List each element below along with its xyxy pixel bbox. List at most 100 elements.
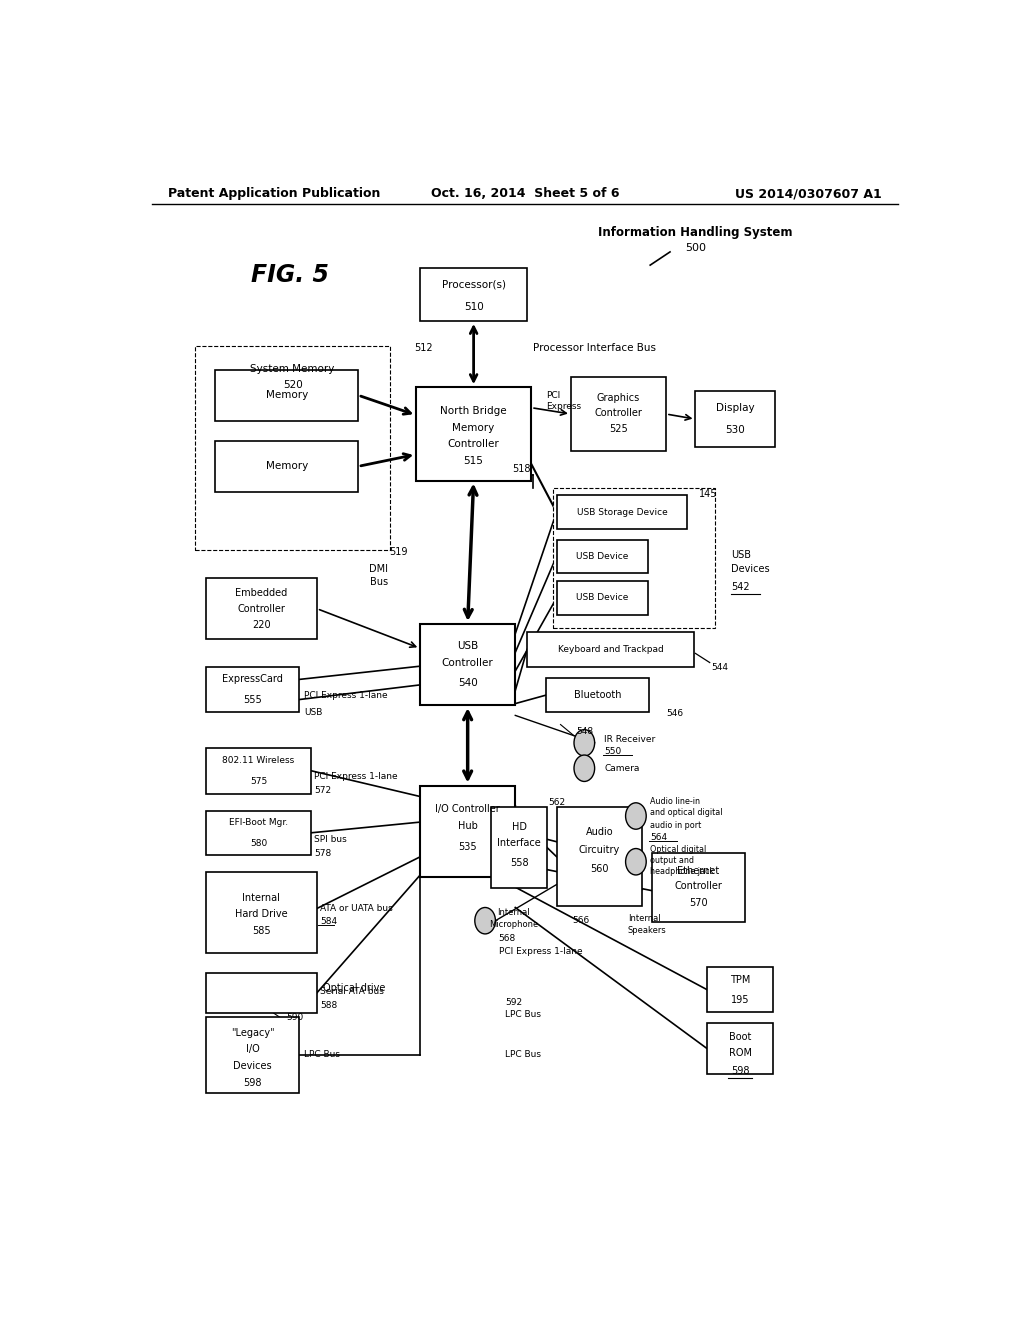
Text: 525: 525 [609, 424, 628, 434]
Text: PCI Express 1-lane: PCI Express 1-lane [314, 772, 398, 781]
Text: USB Storage Device: USB Storage Device [577, 508, 668, 516]
FancyBboxPatch shape [206, 667, 299, 713]
Text: 570: 570 [689, 899, 708, 908]
FancyBboxPatch shape [695, 391, 775, 447]
Text: SPI bus: SPI bus [314, 834, 347, 843]
Circle shape [626, 849, 646, 875]
Text: I/O: I/O [246, 1044, 259, 1055]
Text: 568: 568 [499, 935, 516, 944]
FancyBboxPatch shape [206, 748, 311, 793]
FancyBboxPatch shape [553, 487, 715, 628]
Text: Display: Display [716, 403, 755, 413]
Text: USB: USB [731, 550, 752, 560]
Text: ExpressCard: ExpressCard [222, 675, 283, 684]
Text: Memory: Memory [265, 391, 308, 400]
FancyBboxPatch shape [206, 973, 316, 1014]
Text: Camera: Camera [604, 764, 640, 772]
Text: output and: output and [650, 857, 694, 865]
Text: Controller: Controller [675, 882, 723, 891]
Text: 515: 515 [464, 457, 483, 466]
Text: 548: 548 [577, 727, 594, 737]
Text: PCI Express 1-lane: PCI Express 1-lane [499, 946, 583, 956]
FancyBboxPatch shape [570, 378, 666, 451]
Text: 562: 562 [549, 799, 565, 808]
Text: LPC Bus: LPC Bus [304, 1051, 340, 1060]
Text: FIG. 5: FIG. 5 [251, 263, 329, 288]
Text: Information Handling System: Information Handling System [598, 226, 793, 239]
Text: Audio line-in: Audio line-in [650, 797, 700, 807]
Text: EFI-Boot Mgr.: EFI-Boot Mgr. [229, 818, 288, 828]
Text: 520: 520 [283, 380, 302, 389]
Text: 585: 585 [252, 925, 270, 936]
Text: Oct. 16, 2014  Sheet 5 of 6: Oct. 16, 2014 Sheet 5 of 6 [430, 187, 620, 201]
FancyBboxPatch shape [557, 807, 642, 907]
Text: ROM: ROM [729, 1048, 752, 1057]
FancyBboxPatch shape [215, 441, 358, 492]
Text: 195: 195 [731, 995, 750, 1005]
Text: 555: 555 [244, 694, 262, 705]
Text: Internal: Internal [243, 894, 281, 903]
Text: Graphics: Graphics [597, 393, 640, 403]
Text: North Bridge: North Bridge [440, 407, 507, 417]
Text: Interface: Interface [498, 838, 541, 849]
Text: LPC Bus: LPC Bus [505, 1051, 541, 1060]
Text: 802.11 Wireless: 802.11 Wireless [222, 756, 295, 766]
Text: Patent Application Publication: Patent Application Publication [168, 187, 380, 201]
Text: audio in port: audio in port [650, 821, 701, 830]
Text: Processor Interface Bus: Processor Interface Bus [534, 343, 656, 354]
Text: 550: 550 [604, 747, 622, 756]
Text: and optical digital: and optical digital [650, 808, 723, 817]
Text: USB: USB [457, 642, 478, 651]
Text: 578: 578 [314, 849, 332, 858]
Text: Devices: Devices [233, 1060, 272, 1071]
FancyBboxPatch shape [206, 578, 316, 639]
Circle shape [574, 730, 595, 756]
Text: 510: 510 [464, 302, 483, 312]
FancyBboxPatch shape [206, 1018, 299, 1093]
Text: 572: 572 [314, 787, 332, 795]
FancyBboxPatch shape [708, 1023, 773, 1074]
Text: 598: 598 [731, 1067, 750, 1076]
FancyBboxPatch shape [557, 581, 648, 615]
FancyBboxPatch shape [708, 968, 773, 1012]
Text: 542: 542 [731, 582, 750, 593]
Circle shape [574, 755, 595, 781]
FancyBboxPatch shape [215, 370, 358, 421]
FancyBboxPatch shape [196, 346, 390, 549]
Text: Speakers: Speakers [628, 927, 667, 936]
Text: Boot: Boot [729, 1031, 752, 1041]
Text: Hard Drive: Hard Drive [236, 908, 288, 919]
Text: PCI: PCI [546, 391, 560, 400]
Text: Express: Express [546, 401, 582, 411]
Text: 566: 566 [572, 916, 590, 925]
FancyBboxPatch shape [206, 810, 311, 854]
Text: Microphone: Microphone [489, 920, 539, 929]
Text: 220: 220 [252, 620, 270, 630]
Text: Memory: Memory [453, 422, 495, 433]
FancyBboxPatch shape [652, 853, 745, 921]
Text: headphone jack: headphone jack [650, 867, 715, 876]
Text: Internal: Internal [497, 908, 529, 917]
Text: USB Device: USB Device [575, 552, 629, 561]
Text: Bluetooth: Bluetooth [574, 690, 622, 700]
FancyBboxPatch shape [420, 624, 515, 705]
Text: Serial ATA bus: Serial ATA bus [321, 987, 384, 997]
Text: Embedded: Embedded [236, 589, 288, 598]
Text: Controller: Controller [441, 657, 494, 668]
Text: Hub: Hub [458, 821, 477, 832]
Text: Devices: Devices [731, 564, 770, 574]
Text: 518: 518 [513, 465, 531, 474]
FancyBboxPatch shape [416, 387, 531, 480]
Text: 512: 512 [414, 343, 433, 354]
Text: Controller: Controller [238, 603, 286, 614]
Text: Memory: Memory [265, 462, 308, 471]
Text: HD: HD [512, 822, 526, 832]
Text: US 2014/0307607 A1: US 2014/0307607 A1 [735, 187, 882, 201]
Text: USB: USB [304, 708, 323, 717]
Text: PCI Express 1-lane: PCI Express 1-lane [304, 690, 388, 700]
Text: 560: 560 [590, 863, 608, 874]
FancyBboxPatch shape [420, 268, 527, 321]
Text: 519: 519 [390, 546, 409, 557]
FancyBboxPatch shape [557, 540, 648, 573]
Circle shape [475, 907, 496, 935]
